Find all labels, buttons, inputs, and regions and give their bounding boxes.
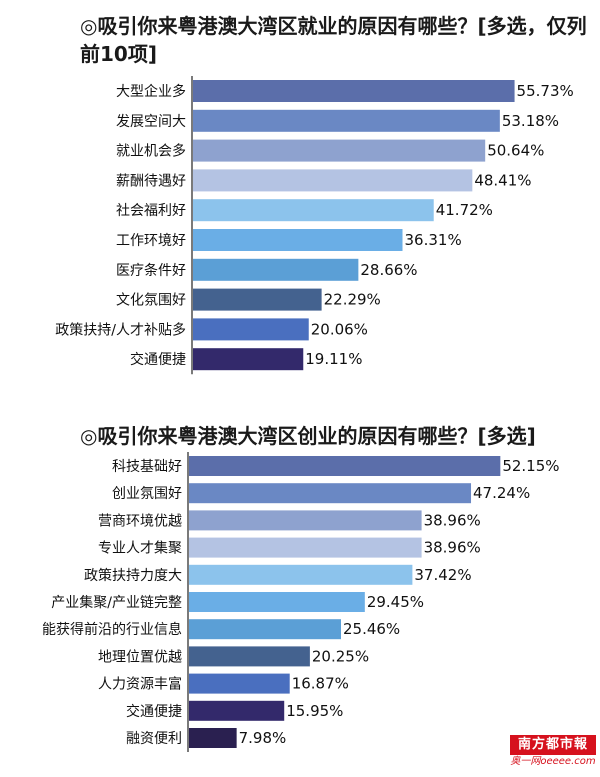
chart-2-bar	[189, 537, 422, 558]
chart-1-category-label: 薪酬待遇好	[116, 173, 186, 189]
chart-1-value-label: 41.72%	[436, 201, 493, 219]
chart-2-bar	[189, 592, 365, 612]
chart-1-value-label: 48.41%	[474, 171, 531, 189]
chart-1-bar	[193, 169, 473, 192]
chart-2-category-label: 专业人才集聚	[98, 540, 182, 557]
logo-sub-text: 奥一网oeeee.com	[510, 756, 596, 767]
chart-1-category-label: 工作环境好	[116, 233, 186, 249]
chart-1-category-label: 发展空间大	[116, 114, 186, 130]
chart-1-category-label: 大型企业多	[116, 83, 186, 100]
chart-2-value-label: 7.98%	[239, 729, 287, 747]
chart-2-value-label: 38.96%	[424, 539, 481, 557]
chart-2-value-label: 52.15%	[502, 457, 559, 475]
chart-2-value-label: 20.25%	[312, 647, 369, 665]
chart-2-value-label: 15.95%	[286, 702, 343, 720]
chart-1-value-label: 55.73%	[517, 82, 574, 100]
logo-main-text: 南方都市報	[510, 735, 596, 755]
chart-1-value-label: 19.11%	[305, 350, 362, 368]
chart-1-value-label: 28.66%	[360, 261, 417, 279]
chart-2-bar	[189, 483, 472, 504]
chart-1-title: ◎吸引你来粤港澳大湾区就业的原因有哪些？[多选，仅列前10项]	[80, 14, 587, 66]
chart-1-value-label: 50.64%	[487, 142, 544, 160]
chart-2-title: ◎吸引你来粤港澳大湾区创业的原因有哪些？[多选]	[80, 424, 536, 448]
chart-1-category-label: 社会福利好	[116, 203, 186, 219]
chart-1-employment-reasons: 大型企业多 55.73% 发展空间大 53.18% 就业机会多 50.64% 薪酬待遇好 48…	[55, 76, 574, 375]
chart-1-bar	[193, 80, 515, 102]
chart-2-category-label: 政策扶持力度大	[84, 567, 182, 584]
chart-1-category-label: 医疗条件好	[116, 262, 186, 279]
chart-1-bar	[193, 109, 500, 132]
chart-2-bar	[189, 619, 341, 640]
chart-2-value-label: 37.42%	[414, 566, 471, 584]
chart-1-category-label: 政策扶持/人才补贴多	[55, 321, 186, 338]
chart-2-category-label: 交通便捷	[126, 703, 182, 720]
chart-2-value-label: 16.87%	[292, 675, 349, 693]
chart-2-category-label: 产业集聚/产业链完整	[51, 594, 182, 611]
chart-2-bar	[189, 646, 310, 667]
chart-2-bar	[189, 728, 237, 748]
chart-2-value-label: 38.96%	[424, 511, 481, 529]
chart-2-category-label: 人力资源丰富	[98, 676, 182, 693]
chart-2-bar	[189, 673, 290, 694]
newspaper-logo: 南方都市報 奥一网oeeee.com	[510, 735, 596, 769]
chart-2-bar	[189, 456, 501, 476]
chart-1-bar	[193, 348, 304, 371]
chart-2-category-label: 创业氛围好	[112, 486, 182, 502]
chart-2-category-label: 营商环境优越	[98, 513, 182, 529]
chart-2-value-label: 29.45%	[367, 593, 424, 611]
chart-1-bar	[193, 318, 309, 341]
chart-1-category-label: 就业机会多	[116, 143, 186, 160]
chart-1-value-label: 20.06%	[311, 320, 368, 338]
chart-1-category-label: 文化氛围好	[116, 293, 186, 309]
chart-2-category-label: 科技基础好	[112, 458, 182, 475]
chart-1-value-label: 36.31%	[405, 231, 462, 249]
chart-2-bar	[189, 700, 285, 721]
chart-2-bar	[189, 510, 422, 531]
chart-1-value-label: 53.18%	[502, 112, 559, 130]
chart-1-bar	[193, 199, 434, 222]
chart-1-bar	[193, 229, 403, 251]
chart-2-category-label: 地理位置优越	[98, 649, 182, 665]
chart-2-value-label: 25.46%	[343, 620, 400, 638]
chart-1-bar	[193, 139, 486, 162]
chart-1-bar	[193, 258, 359, 281]
chart-1-bar	[193, 288, 322, 311]
chart-2-value-label: 47.24%	[473, 484, 530, 502]
chart-1-value-label: 22.29%	[324, 291, 381, 309]
chart-2-bar	[189, 564, 413, 585]
chart-2-category-label: 能获得前沿的行业信息	[42, 621, 182, 638]
chart-2-category-label: 融资便利	[126, 731, 182, 747]
chart-1-category-label: 交通便捷	[130, 351, 186, 368]
